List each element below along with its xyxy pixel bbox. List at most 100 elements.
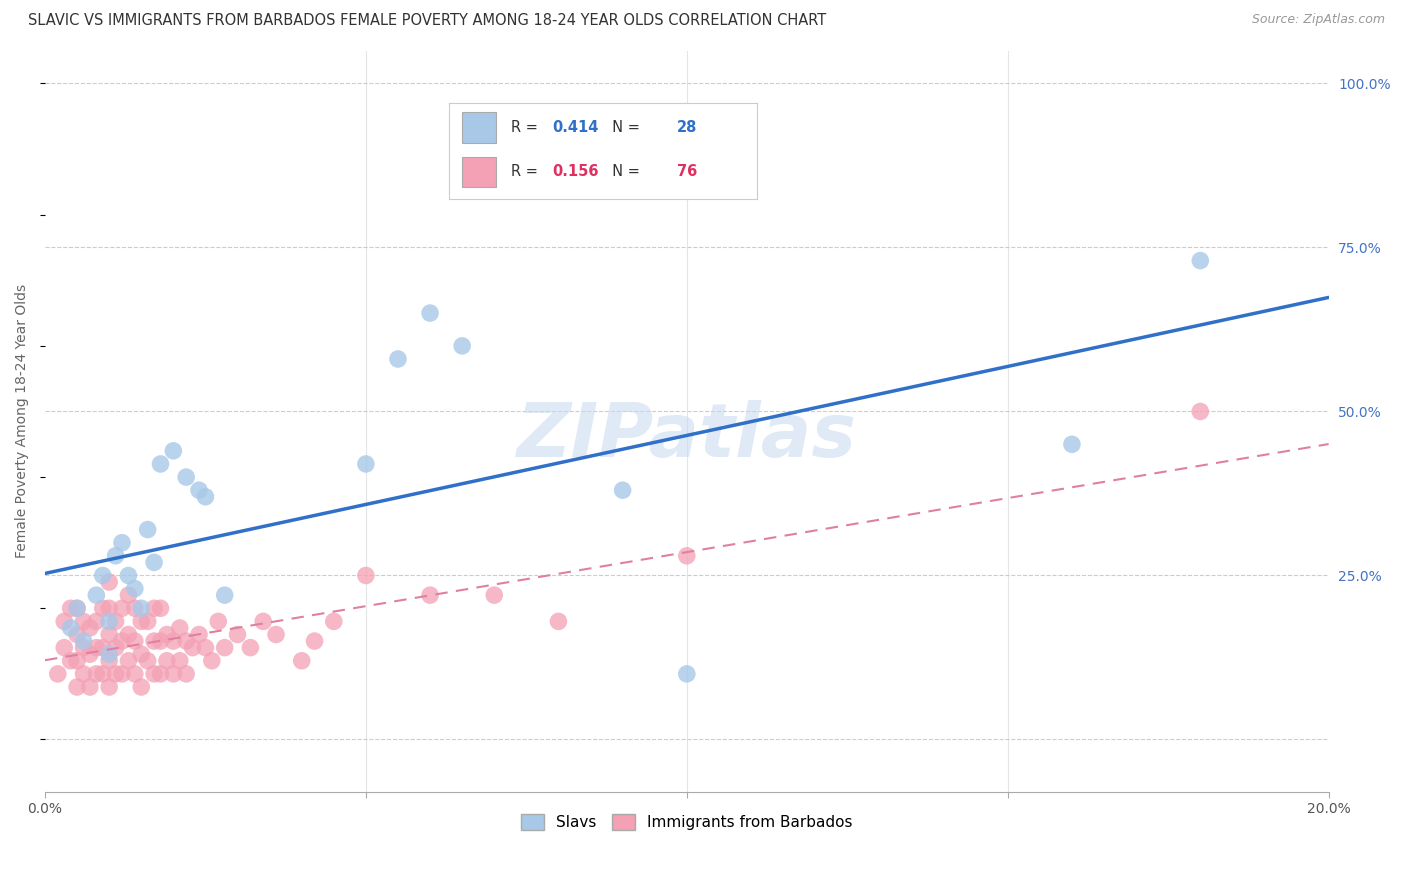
Point	[354, 568, 377, 582]
Point	[66, 654, 89, 668]
Point	[156, 627, 179, 641]
Point	[484, 588, 506, 602]
Point	[1189, 404, 1212, 418]
Point	[149, 457, 172, 471]
Point	[79, 680, 101, 694]
Point	[59, 654, 82, 668]
Point	[91, 568, 114, 582]
Point	[162, 443, 184, 458]
Point	[111, 601, 134, 615]
Point	[66, 601, 89, 615]
Point	[252, 615, 274, 629]
Point	[188, 627, 211, 641]
Y-axis label: Female Poverty Among 18-24 Year Olds: Female Poverty Among 18-24 Year Olds	[15, 285, 30, 558]
Point	[174, 634, 197, 648]
Legend: Slavs, Immigrants from Barbados: Slavs, Immigrants from Barbados	[515, 808, 859, 836]
Point	[136, 654, 159, 668]
Point	[1060, 437, 1083, 451]
Point	[66, 627, 89, 641]
Point	[104, 666, 127, 681]
Point	[98, 615, 121, 629]
Point	[53, 615, 76, 629]
Point	[124, 601, 146, 615]
Point	[149, 601, 172, 615]
Point	[86, 666, 108, 681]
Point	[59, 621, 82, 635]
Point	[181, 640, 204, 655]
Point	[98, 654, 121, 668]
Point	[387, 351, 409, 366]
Point	[104, 615, 127, 629]
Point	[86, 615, 108, 629]
Point	[136, 615, 159, 629]
Point	[162, 666, 184, 681]
Point	[264, 627, 287, 641]
Point	[149, 666, 172, 681]
Point	[169, 654, 191, 668]
Point	[111, 535, 134, 549]
Point	[419, 588, 441, 602]
Point	[66, 601, 89, 615]
Point	[291, 654, 314, 668]
Text: Source: ZipAtlas.com: Source: ZipAtlas.com	[1251, 13, 1385, 27]
Point	[129, 647, 152, 661]
Point	[72, 640, 94, 655]
Point	[72, 666, 94, 681]
Point	[111, 634, 134, 648]
Text: ZIPatlas: ZIPatlas	[517, 400, 856, 473]
Point	[322, 615, 344, 629]
Point	[98, 647, 121, 661]
Point	[214, 640, 236, 655]
Point	[124, 582, 146, 596]
Point	[162, 634, 184, 648]
Point	[124, 634, 146, 648]
Point	[547, 615, 569, 629]
Point	[86, 588, 108, 602]
Point	[675, 666, 697, 681]
Point	[675, 549, 697, 563]
Point	[304, 634, 326, 648]
Point	[117, 568, 139, 582]
Point	[104, 640, 127, 655]
Point	[451, 339, 474, 353]
Point	[46, 666, 69, 681]
Point	[149, 634, 172, 648]
Point	[117, 588, 139, 602]
Point	[79, 621, 101, 635]
Point	[72, 615, 94, 629]
Point	[419, 306, 441, 320]
Point	[91, 601, 114, 615]
Point	[136, 523, 159, 537]
Point	[111, 666, 134, 681]
Point	[194, 640, 217, 655]
Point	[239, 640, 262, 655]
Point	[86, 640, 108, 655]
Point	[143, 601, 166, 615]
Point	[98, 627, 121, 641]
Point	[214, 588, 236, 602]
Point	[104, 549, 127, 563]
Point	[53, 640, 76, 655]
Point	[174, 666, 197, 681]
Point	[201, 654, 224, 668]
Point	[98, 680, 121, 694]
Point	[66, 680, 89, 694]
Point	[98, 601, 121, 615]
Point	[143, 666, 166, 681]
Point	[117, 627, 139, 641]
Point	[59, 601, 82, 615]
Point	[156, 654, 179, 668]
Point	[226, 627, 249, 641]
Point	[79, 647, 101, 661]
Point	[91, 666, 114, 681]
Point	[124, 666, 146, 681]
Point	[354, 457, 377, 471]
Point	[612, 483, 634, 498]
Text: SLAVIC VS IMMIGRANTS FROM BARBADOS FEMALE POVERTY AMONG 18-24 YEAR OLDS CORRELAT: SLAVIC VS IMMIGRANTS FROM BARBADOS FEMAL…	[28, 13, 827, 29]
Point	[169, 621, 191, 635]
Point	[129, 680, 152, 694]
Point	[117, 654, 139, 668]
Point	[143, 555, 166, 569]
Point	[129, 615, 152, 629]
Point	[91, 640, 114, 655]
